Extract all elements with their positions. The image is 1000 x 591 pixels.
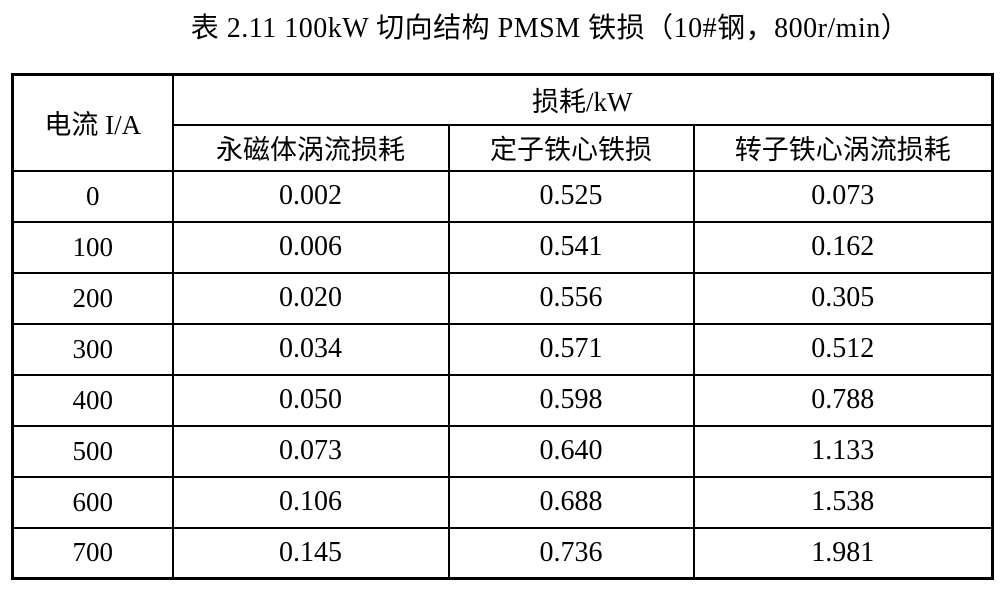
magnet-loss-cell: 0.006: [171, 220, 450, 274]
col-group-header-loss-kw: 损耗/kW: [171, 73, 994, 126]
stator-loss-cell: 0.571: [447, 322, 695, 376]
table-row: 0 0.002 0.525 0.073: [11, 169, 994, 223]
magnet-loss-cell: 0.050: [171, 373, 450, 427]
stator-loss-cell: 0.525: [447, 169, 695, 223]
stator-loss-cell: 0.736: [447, 526, 695, 580]
rotor-loss-cell: 0.073: [692, 169, 994, 223]
col-header-magnet-eddy-loss: 永磁体涡流损耗: [171, 123, 450, 172]
current-cell: 600: [11, 475, 174, 529]
current-cell: 400: [11, 373, 174, 427]
header-subhead-row: 永磁体涡流损耗 定子铁心铁损 转子铁心涡流损耗: [13, 123, 994, 172]
pmsm-iron-loss-table: 电流 I/A 损耗/kW 永磁体涡流损耗 定子铁心铁损 转子铁心涡流损耗 0 0…: [11, 73, 995, 580]
rotor-loss-cell: 1.133: [692, 424, 994, 478]
stator-loss-cell: 0.541: [447, 220, 695, 274]
stator-loss-cell: 0.598: [447, 373, 695, 427]
magnet-loss-cell: 0.002: [171, 169, 450, 223]
magnet-loss-cell: 0.073: [171, 424, 450, 478]
current-cell: 100: [11, 220, 174, 274]
table-row: 600 0.106 0.688 1.538: [11, 475, 994, 529]
table-caption: 表 2.11 100kW 切向结构 PMSM 铁损（10#钢，800r/min）: [190, 13, 910, 44]
current-cell: 700: [11, 526, 174, 580]
table-row: 400 0.050 0.598 0.788: [11, 373, 994, 427]
table-row: 200 0.020 0.556 0.305: [11, 271, 994, 325]
magnet-loss-cell: 0.034: [171, 322, 450, 376]
rotor-loss-cell: 0.512: [692, 322, 994, 376]
rotor-loss-cell: 1.981: [692, 526, 994, 580]
rotor-loss-cell: 0.305: [692, 271, 994, 325]
table-row: 500 0.073 0.640 1.133: [11, 424, 994, 478]
magnet-loss-cell: 0.145: [171, 526, 450, 580]
stator-loss-cell: 0.688: [447, 475, 695, 529]
magnet-loss-cell: 0.106: [171, 475, 450, 529]
current-cell: 300: [11, 322, 174, 376]
stator-loss-cell: 0.640: [447, 424, 695, 478]
current-cell: 200: [11, 271, 174, 325]
rotor-loss-cell: 0.788: [692, 373, 994, 427]
rotor-loss-cell: 1.538: [692, 475, 994, 529]
rotor-loss-cell: 0.162: [692, 220, 994, 274]
table-row: 700 0.145 0.736 1.981: [11, 526, 994, 580]
stator-loss-cell: 0.556: [447, 271, 695, 325]
magnet-loss-cell: 0.020: [171, 271, 450, 325]
header-group-row: 电流 I/A 损耗/kW: [11, 73, 994, 172]
col-header-stator-core-loss: 定子铁心铁损: [447, 123, 695, 172]
current-cell: 500: [11, 424, 174, 478]
table-row: 300 0.034 0.571 0.512: [11, 322, 994, 376]
col-header-rotor-eddy-loss: 转子铁心涡流损耗: [692, 123, 994, 172]
current-cell: 0: [11, 169, 174, 223]
col-header-current: 电流 I/A: [11, 73, 174, 172]
table-row: 100 0.006 0.541 0.162: [11, 220, 994, 274]
